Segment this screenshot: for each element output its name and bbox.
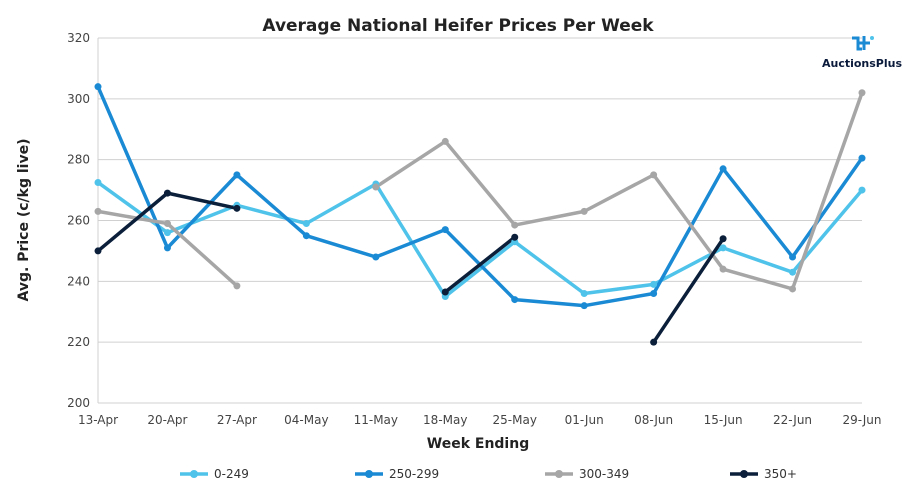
legend-label: 300-349 <box>579 467 629 481</box>
x-tick-label: 13-Apr <box>78 413 118 427</box>
x-axis-label: Week Ending <box>427 436 529 452</box>
data-point <box>858 89 866 97</box>
data-point <box>858 186 866 194</box>
x-tick-label: 22-Jun <box>773 413 812 427</box>
auctionsplus-logo: AuctionsPlus <box>822 36 902 70</box>
data-point <box>233 282 241 290</box>
data-point <box>94 207 102 215</box>
legend-label: 250-299 <box>389 467 439 481</box>
x-tick-label: 04-May <box>284 413 328 427</box>
legend-marker <box>365 470 373 478</box>
y-tick-label: 320 <box>67 31 90 45</box>
legend: 0-249 250-299 300-349 350+ <box>180 467 797 481</box>
data-point <box>789 253 797 261</box>
series-line-250-299 <box>96 84 864 308</box>
x-tick-label: 01-Jun <box>565 413 604 427</box>
data-point <box>511 233 519 241</box>
data-point <box>650 290 658 297</box>
data-point <box>719 235 727 243</box>
data-point <box>233 171 241 179</box>
series-line-300-349 <box>374 91 864 291</box>
logo-text: AuctionsPlus <box>822 57 902 70</box>
legend-marker <box>555 470 563 478</box>
legend-marker <box>740 470 748 478</box>
data-point <box>789 268 797 276</box>
x-tick-label: 15-Jun <box>704 413 743 427</box>
data-point <box>719 265 727 273</box>
data-point <box>302 232 310 240</box>
series-line-300-349 <box>165 221 239 288</box>
x-tick-label: 20-Apr <box>147 413 187 427</box>
data-point <box>511 296 519 304</box>
data-point <box>719 244 727 252</box>
series-line-350+ <box>651 237 725 344</box>
y-axis-label: Avg. Price (c/kg live) <box>16 139 32 302</box>
x-tick-label: 08-Jun <box>634 413 673 427</box>
chart-title: Average National Heifer Prices Per Week <box>262 16 654 36</box>
legend-label: 0-249 <box>214 467 249 481</box>
data-point <box>650 171 658 179</box>
data-point <box>163 244 171 252</box>
series-layer <box>94 83 866 346</box>
y-tick-label: 300 <box>67 92 90 106</box>
x-tick-label: 18-May <box>423 413 467 427</box>
y-tick-label: 280 <box>67 153 90 167</box>
data-point <box>94 83 102 91</box>
data-point <box>441 226 449 234</box>
data-point <box>650 280 658 288</box>
series-line-300-349 <box>96 209 170 226</box>
data-point <box>580 207 588 215</box>
data-point <box>511 221 519 229</box>
data-point <box>302 220 310 228</box>
legend-marker <box>190 470 198 478</box>
legend-label: 350+ <box>764 467 797 481</box>
x-tick-label: 29-Jun <box>842 413 881 427</box>
data-point <box>163 220 171 228</box>
data-point <box>163 229 171 237</box>
x-tick-label: 25-May <box>493 413 537 427</box>
grid <box>97 37 862 404</box>
data-point <box>163 189 171 197</box>
x-tick-label: 27-Apr <box>217 413 257 427</box>
data-point <box>372 253 380 261</box>
data-point <box>233 204 241 212</box>
data-point <box>858 154 866 162</box>
series-line-350+ <box>443 235 517 294</box>
data-point <box>94 247 102 255</box>
data-point <box>441 137 449 145</box>
data-point <box>372 183 380 191</box>
y-tick-label: 200 <box>67 396 90 410</box>
ticks: 200 220 240 260 280 300 320 13-Apr 20-Apr 27-Apr 0… <box>67 31 881 427</box>
auctionsplus-logo-icon <box>852 36 874 51</box>
y-tick-label: 220 <box>67 335 90 349</box>
series-line-0-249 <box>96 180 864 299</box>
data-point <box>94 178 102 186</box>
y-tick-label: 240 <box>67 274 90 288</box>
data-point <box>441 288 449 296</box>
data-point <box>789 285 797 293</box>
x-tick-label: 11-May <box>354 413 398 427</box>
data-point <box>719 165 727 173</box>
data-point <box>580 302 588 310</box>
data-point <box>650 338 658 346</box>
y-tick-label: 260 <box>67 214 90 228</box>
data-point <box>580 290 588 297</box>
